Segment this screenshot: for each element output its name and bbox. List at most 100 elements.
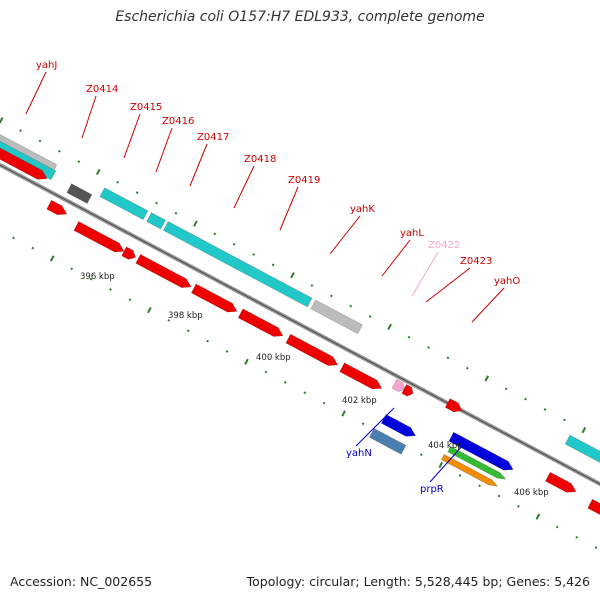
gene-blue-lower: [448, 431, 514, 471]
upper-tick: [95, 168, 101, 176]
leader-Z0423: [425, 267, 471, 303]
gene-label-yahO: yahO: [494, 276, 520, 287]
lower-tick: [322, 401, 326, 405]
genome-backbone: [0, 162, 600, 487]
gene-yahL-arrow: [339, 362, 383, 390]
lower-tick: [89, 277, 93, 281]
gene-label-yahN: yahN: [346, 448, 372, 459]
upper-tick: [290, 272, 295, 279]
topology-text: Topology: circular; Length: 5,528,445 bp…: [246, 574, 590, 589]
gene-red-c: [135, 254, 192, 288]
upper-tick: [563, 418, 566, 422]
gene-prpR-orange: [440, 453, 499, 487]
tick-marks: [0, 117, 598, 550]
lower-tick: [283, 381, 287, 384]
upper-tick: [310, 284, 314, 287]
kbp-label: 402 kbp: [342, 396, 377, 406]
gene-Z0415-box: [99, 187, 149, 220]
gene-label-Z0415: Z0415: [130, 102, 162, 113]
gene-yahN-box: [368, 428, 407, 455]
lower-tick: [341, 410, 346, 417]
gene-red-right: [545, 471, 577, 493]
lower-tick: [535, 513, 541, 520]
lower-tick: [225, 350, 229, 353]
lower-tick: [303, 391, 307, 395]
lower-tick: [70, 267, 74, 271]
upper-tick: [581, 427, 587, 434]
gene-Z0414-box: [66, 183, 93, 204]
kbp-label: 406 kbp: [514, 488, 549, 498]
lower-tick: [12, 236, 15, 240]
upper-tick: [349, 304, 353, 308]
gene-cyan-right: [564, 434, 600, 463]
gene-small-red: [46, 199, 68, 216]
upper-tick: [155, 201, 158, 205]
upper-tick: [387, 323, 392, 330]
upper-tick: [446, 356, 450, 360]
gene-yahO-arrow: [444, 398, 463, 413]
gene-label-Z0416: Z0416: [162, 116, 194, 127]
leader-Z0422: [411, 251, 439, 297]
lower-tick: [458, 474, 462, 477]
lower-tick: [438, 461, 444, 469]
accession-text: Accession: NC_002655: [10, 574, 153, 589]
leader-yahO: [471, 287, 505, 323]
gene-label-Z0419: Z0419: [288, 175, 320, 186]
upper-tick: [58, 149, 61, 153]
upper-tick: [19, 129, 22, 132]
leader-Z0414: [81, 95, 97, 139]
gene-red-a: [73, 221, 125, 253]
gene-Z0422-arrow: [391, 378, 406, 392]
gene-blue-upper: [380, 414, 417, 437]
lower-tick: [517, 504, 520, 508]
label-leader-lines: [25, 71, 505, 483]
gene-label-Z0418: Z0418: [244, 154, 276, 165]
leader-Z0415: [123, 113, 141, 159]
lower-tick: [497, 494, 501, 498]
upper-tick: [38, 139, 42, 143]
lower-tick: [31, 246, 35, 250]
upper-tick: [77, 160, 81, 163]
gene-Z0419-arrow: [237, 308, 284, 337]
leader-yahN: [355, 407, 395, 447]
lower-tick: [555, 525, 559, 529]
upper-tick: [252, 253, 255, 256]
upper-tick: [271, 263, 275, 267]
gene-label-Z0422: Z0422: [428, 240, 460, 251]
gene-Z0416-box: [146, 212, 166, 230]
backbone-core: [0, 164, 600, 485]
gene-yahK-arrow: [285, 333, 339, 366]
lower-tick: [147, 306, 152, 314]
leader-yahL: [381, 239, 411, 277]
upper-tick: [543, 408, 547, 411]
lower-tick: [575, 535, 579, 539]
gene-Z0417-box: [163, 221, 313, 308]
upper-tick: [193, 220, 198, 227]
upper-tick: [174, 211, 178, 215]
gene-red-edge: [587, 498, 600, 515]
gene-label-Z0417: Z0417: [197, 132, 229, 143]
leader-Z0419: [279, 186, 299, 231]
upper-tick: [232, 242, 236, 246]
kbp-labels: 396 kbp 398 kbp 400 kbp 402 kbp 404 kbp 406 k…: [80, 272, 549, 498]
leader-yahK: [329, 215, 361, 255]
gene-prpR-green: [447, 446, 507, 480]
kbp-label: 404 kbp: [428, 441, 463, 451]
upper-tick: [484, 375, 490, 382]
gene-red-left: [0, 147, 48, 180]
gene-red-b: [121, 246, 136, 260]
kbp-label: 400 kbp: [256, 353, 291, 363]
leader-prpR: [429, 443, 465, 483]
lower-tick: [128, 298, 132, 302]
upper-tick: [524, 397, 527, 401]
leader-Z0416: [155, 127, 173, 173]
map-title: Escherichia coli O157:H7 EDL933, complet…: [115, 9, 485, 25]
lower-tick: [49, 255, 55, 262]
lower-tick: [167, 319, 171, 322]
upper-tick: [465, 366, 469, 370]
upper-tick: [407, 335, 411, 339]
lower-tick: [244, 358, 249, 365]
lower-tick: [361, 422, 365, 426]
